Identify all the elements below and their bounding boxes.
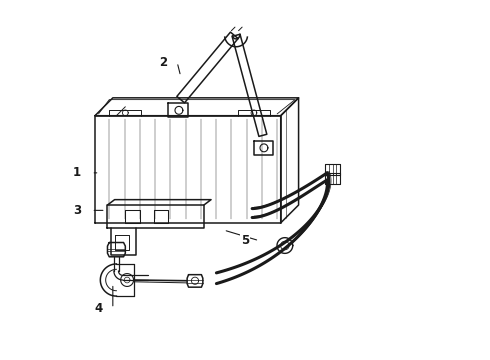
Text: 1: 1 bbox=[73, 166, 81, 179]
Text: 3: 3 bbox=[73, 204, 81, 217]
Text: 4: 4 bbox=[95, 302, 103, 315]
Text: 5: 5 bbox=[241, 234, 249, 247]
Text: 2: 2 bbox=[159, 55, 167, 69]
